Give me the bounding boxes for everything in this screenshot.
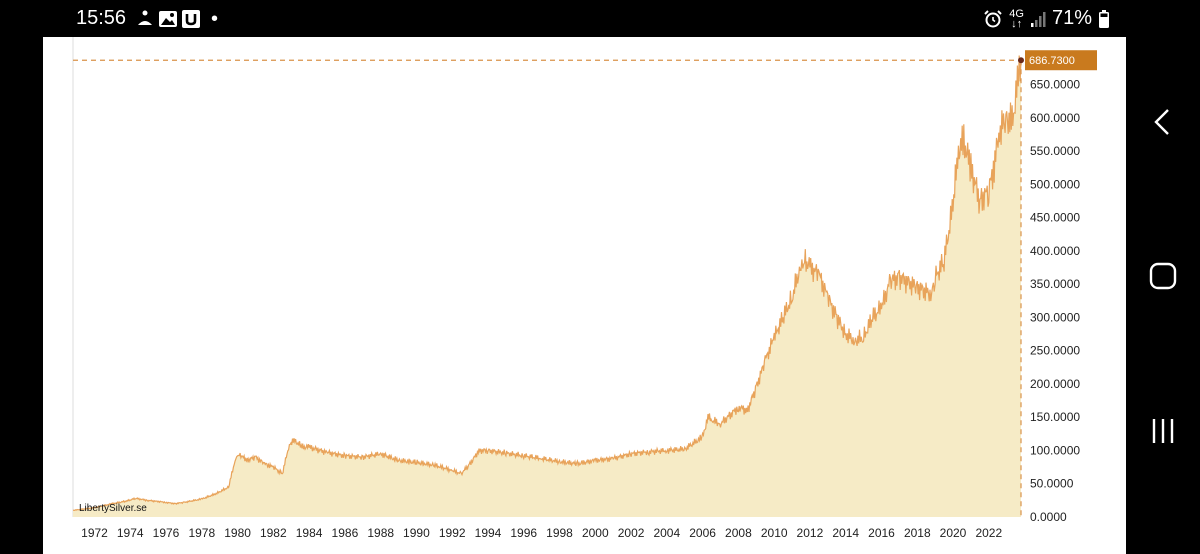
- x-tick-label: 2010: [761, 526, 788, 540]
- app-screen: 1972 1974 1976 1978 1980 1982 1984 1986 1988 1990…: [43, 37, 1126, 554]
- price-area-fill: [73, 55, 1021, 517]
- gallery-icon: [159, 11, 177, 27]
- meditation-icon: [138, 10, 152, 25]
- x-tick-label: 2006: [689, 526, 716, 540]
- x-tick-label: 1992: [439, 526, 466, 540]
- y-tick-label: 450.0000: [1030, 211, 1080, 225]
- x-tick-label: 1998: [546, 526, 573, 540]
- y-tick-label: 400.0000: [1030, 244, 1080, 258]
- x-tick-label: 1978: [188, 526, 215, 540]
- x-tick-label: 2014: [832, 526, 859, 540]
- current-price-label: 686.7300: [1029, 55, 1075, 67]
- back-icon[interactable]: [1146, 105, 1180, 139]
- y-tick-label: 650.0000: [1030, 78, 1080, 92]
- network-label: 4G: [1009, 7, 1024, 20]
- x-axis: 1972 1974 1976 1978 1980 1982 1984 1986 1988 1990…: [81, 526, 1002, 540]
- network-type: 4G ↓↑: [1009, 7, 1024, 30]
- x-tick-label: 1986: [332, 526, 359, 540]
- current-price-badge: [1025, 50, 1097, 71]
- x-tick-label: 1972: [81, 526, 108, 540]
- y-tick-label: 200.0000: [1030, 377, 1080, 391]
- plot-layer: [72, 55, 1022, 517]
- watermark: LibertySilver.se: [79, 503, 147, 514]
- y-tick-label: 150.0000: [1030, 410, 1080, 424]
- x-tick-label: 1996: [510, 526, 537, 540]
- signal-icon: [1030, 11, 1046, 27]
- status-time: 15:56: [76, 7, 127, 29]
- current-price-marker: 686.7300: [73, 50, 1097, 517]
- y-tick-label: 600.0000: [1030, 111, 1080, 125]
- x-tick-label: 2022: [975, 526, 1002, 540]
- u-app-icon: [182, 10, 200, 28]
- status-right-group: 4G ↓↑ 71%: [983, 7, 1110, 30]
- x-tick-label: 2018: [904, 526, 931, 540]
- home-icon[interactable]: [1146, 259, 1180, 293]
- x-tick-label: 1980: [224, 526, 251, 540]
- x-tick-label: 1988: [367, 526, 394, 540]
- y-tick-label: 300.0000: [1030, 311, 1080, 325]
- recents-icon[interactable]: [1146, 414, 1180, 448]
- x-tick-label: 2002: [618, 526, 645, 540]
- x-tick-label: 2008: [725, 526, 752, 540]
- battery-icon: [1099, 9, 1109, 28]
- x-tick-label: 2012: [797, 526, 824, 540]
- y-tick-label: 100.0000: [1030, 444, 1080, 458]
- price-chart[interactable]: 1972 1974 1976 1978 1980 1982 1984 1986 1988 1990…: [43, 37, 1126, 554]
- alarm-icon: [984, 9, 1002, 27]
- x-tick-label: 1982: [260, 526, 287, 540]
- y-tick-label: 350.0000: [1030, 277, 1080, 291]
- x-tick-label: 1994: [475, 526, 502, 540]
- x-tick-label: 1990: [403, 526, 430, 540]
- navigation-bar: [1126, 37, 1200, 554]
- x-tick-label: 2000: [582, 526, 609, 540]
- status-bar: 15:56 • 4G ↓↑ 71%: [0, 0, 1200, 37]
- y-tick-label: 550.0000: [1030, 144, 1080, 158]
- x-tick-label: 2004: [653, 526, 680, 540]
- y-tick-label: 50.0000: [1030, 477, 1074, 491]
- x-tick-label: 1974: [117, 526, 144, 540]
- battery-percent: 71%: [1051, 7, 1092, 29]
- x-tick-label: 2016: [868, 526, 895, 540]
- price-line: [72, 55, 1022, 512]
- x-tick-label: 1984: [296, 526, 323, 540]
- y-tick-label: 0.0000: [1030, 510, 1067, 524]
- notification-dot-icon: •: [211, 8, 219, 30]
- current-price-dot: [1018, 57, 1024, 64]
- x-tick-label: 2020: [940, 526, 967, 540]
- y-tick-label: 250.0000: [1030, 344, 1080, 358]
- y-tick-label: 500.0000: [1030, 177, 1080, 191]
- y-axis: 0.0000 50.0000 100.0000 150.0000 200.0000 250…: [1030, 78, 1080, 524]
- x-tick-label: 1976: [153, 526, 180, 540]
